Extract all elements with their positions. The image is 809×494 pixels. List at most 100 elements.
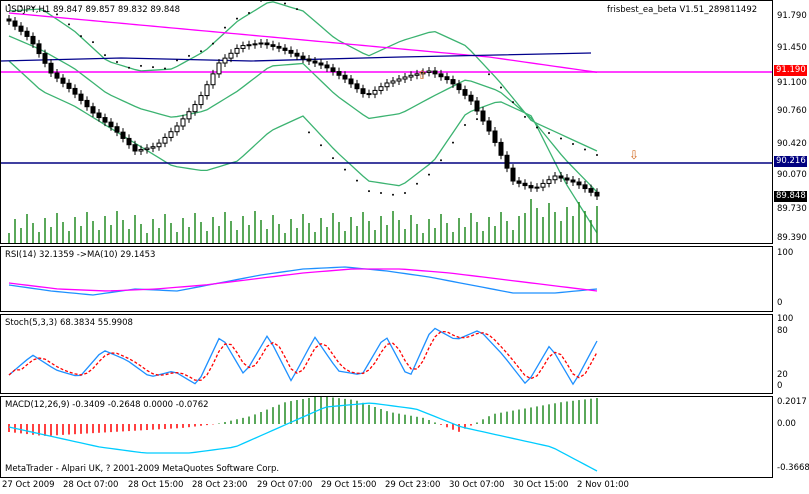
rsi-tick: 0 xyxy=(777,298,783,308)
candle-body xyxy=(300,55,306,60)
sar-dot xyxy=(488,73,490,76)
macd-tick: 0.00 xyxy=(777,419,796,429)
sar-dot xyxy=(20,5,22,8)
candle-body xyxy=(276,45,282,49)
time-tick: 27 Oct 2009 xyxy=(2,480,55,490)
candle-body xyxy=(438,73,444,78)
sar-dot xyxy=(68,23,70,26)
sar-dot xyxy=(140,64,142,67)
rsi-pane[interactable]: RSI(14) 32.1359 ->MA(10) 29.1453 xyxy=(0,246,773,312)
candle-body xyxy=(18,25,24,32)
candle-body xyxy=(468,94,474,102)
stochastic-pane[interactable]: Stoch(5,3,3) 68.3834 55.9908 xyxy=(0,314,773,394)
sar-dot xyxy=(296,8,298,11)
price-tick: 90.420 xyxy=(777,139,807,149)
time-tick: 28 Oct 23:00 xyxy=(192,480,248,490)
candle-body xyxy=(66,82,72,89)
rsi-label: RSI(14) 32.1359 ->MA(10) 29.1453 xyxy=(5,250,156,260)
candle-body xyxy=(576,181,582,186)
candle-body xyxy=(492,130,498,143)
sar-dot xyxy=(392,193,394,196)
sar-dot xyxy=(236,17,238,20)
candle-body xyxy=(426,70,432,73)
candle-body xyxy=(210,73,216,86)
candle-body xyxy=(408,74,414,78)
sar-dot xyxy=(560,137,562,140)
price-tick: 91.450 xyxy=(777,43,807,53)
macd-axis: 0.2017 0.00 -0.3668 xyxy=(773,396,809,478)
rsi-signal-line xyxy=(8,268,598,292)
candle-body xyxy=(186,111,192,120)
stochastic-axis: 100 80 20 0 xyxy=(773,314,809,394)
candle-body xyxy=(354,83,360,90)
signal-arrow-icon: ⇩ xyxy=(629,148,639,162)
candle-body xyxy=(282,47,288,51)
stoch-tick: 100 xyxy=(777,314,794,324)
candle-body xyxy=(246,44,252,47)
sar-dot xyxy=(104,54,106,57)
candle-body xyxy=(108,121,114,128)
bollinger-upper-line xyxy=(8,1,598,152)
rsi-canvas xyxy=(8,266,598,296)
time-tick: 30 Oct 15:00 xyxy=(513,480,569,490)
candle-body xyxy=(150,146,156,149)
candle-body xyxy=(420,71,426,75)
stochastic-signal-line xyxy=(8,330,598,381)
expert-advisor-label: frisbest_ea_beta V1.51_289811492 xyxy=(607,5,758,15)
sar-dot xyxy=(380,191,382,194)
rsi-axis: 100 0 xyxy=(773,246,809,312)
time-tick: 2 Nov 01:00 xyxy=(577,480,629,490)
sar-dot xyxy=(56,13,58,16)
sar-dot xyxy=(500,86,502,89)
candle-body xyxy=(396,78,402,82)
candle-body xyxy=(174,125,180,133)
slow-moving-average-line xyxy=(8,12,598,73)
candle-body xyxy=(528,185,534,189)
main-chart-pane[interactable]: ⇧⇩⇧ USDJPY,H1 89.847 89.857 89.832 89.84… xyxy=(0,0,773,244)
macd-tick: 0.2017 xyxy=(777,397,807,407)
sar-dot xyxy=(152,66,154,69)
candle-body xyxy=(168,131,174,138)
sar-dot xyxy=(212,42,214,45)
macd-pane[interactable]: MACD(12,26,9) -0.3409 -0.2648 0.0000 -0.… xyxy=(0,396,773,478)
candle-body xyxy=(306,58,312,62)
candle-body xyxy=(12,20,18,27)
sar-dot xyxy=(80,35,82,38)
candle-body xyxy=(402,76,408,80)
current-price-tag: 89.848 xyxy=(774,191,807,202)
candle-body xyxy=(462,89,468,96)
candle-body xyxy=(54,72,60,79)
sar-dot xyxy=(572,142,574,145)
sar-dot xyxy=(464,123,466,126)
price-chart-canvas[interactable]: ⇧⇩⇧ xyxy=(1,1,772,243)
sar-dot xyxy=(188,54,190,57)
candle-body xyxy=(198,95,204,106)
sar-dot xyxy=(248,12,250,15)
level-red-tag: 91.190 xyxy=(774,65,807,76)
candle-body xyxy=(42,53,48,64)
stoch-tick: 0 xyxy=(777,381,783,391)
macd-signal-line xyxy=(8,402,598,472)
sar-dot xyxy=(200,50,202,53)
time-tick: 29 Oct 23:00 xyxy=(385,480,441,490)
candle-body xyxy=(534,186,540,189)
candle-body xyxy=(60,77,66,84)
candle-body xyxy=(582,184,588,190)
candle-body xyxy=(240,45,246,49)
sar-dot xyxy=(128,66,130,69)
sar-dot xyxy=(116,61,118,64)
price-tick: 90.070 xyxy=(777,170,807,180)
candle-body xyxy=(132,144,138,152)
time-tick: 30 Oct 07:00 xyxy=(449,480,505,490)
price-tick: 91.100 xyxy=(777,78,807,88)
sar-dot xyxy=(284,2,286,5)
stochastic-canvas xyxy=(8,327,598,386)
sar-dot xyxy=(416,182,418,185)
sar-dot xyxy=(524,115,526,118)
candle-body xyxy=(78,93,84,101)
candle-body xyxy=(504,154,510,169)
sar-dot xyxy=(92,41,94,44)
bollinger-middle-line xyxy=(8,35,598,193)
sar-dot xyxy=(584,148,586,151)
blue-moving-average-line xyxy=(1,52,592,62)
